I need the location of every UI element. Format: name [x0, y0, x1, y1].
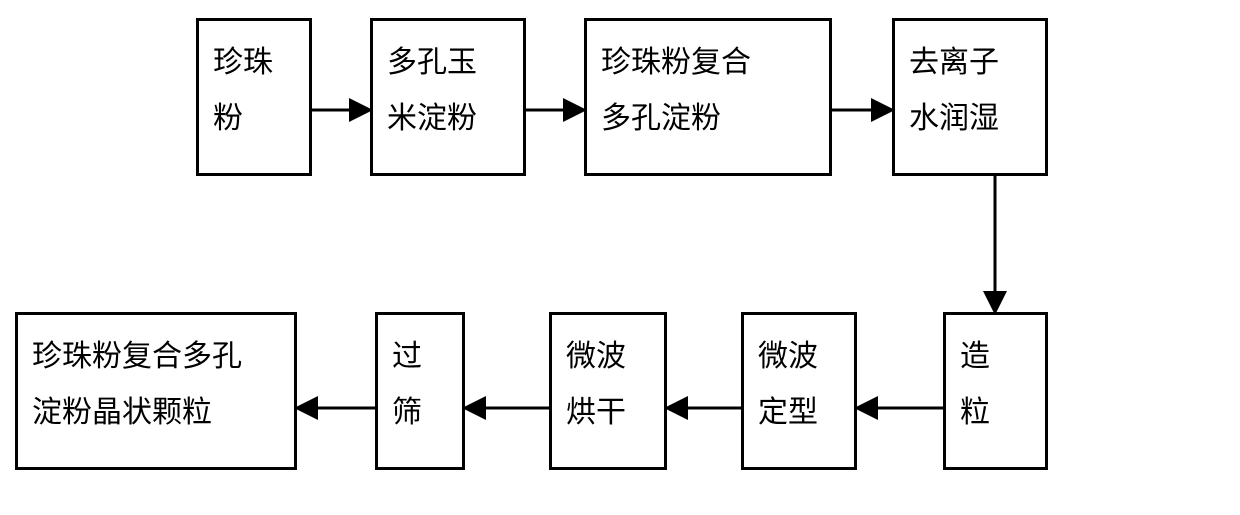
node-porous-corn-starch: 多孔玉 米淀粉: [370, 18, 526, 176]
node-sieving: 过 筛: [375, 312, 465, 470]
node-pearl-powder: 珍珠 粉: [196, 18, 312, 176]
node-microwave-drying: 微波 烘干: [549, 312, 667, 470]
node-granulation: 造 粒: [943, 312, 1048, 470]
node-deionized-water-wetting: 去离子 水润湿: [892, 18, 1048, 176]
node-final-crystal-granules: 珍珠粉复合多孔 淀粉晶状颗粒: [15, 312, 297, 470]
node-microwave-setting: 微波 定型: [741, 312, 857, 470]
node-composite-porous-starch: 珍珠粉复合 多孔淀粉: [584, 18, 832, 176]
